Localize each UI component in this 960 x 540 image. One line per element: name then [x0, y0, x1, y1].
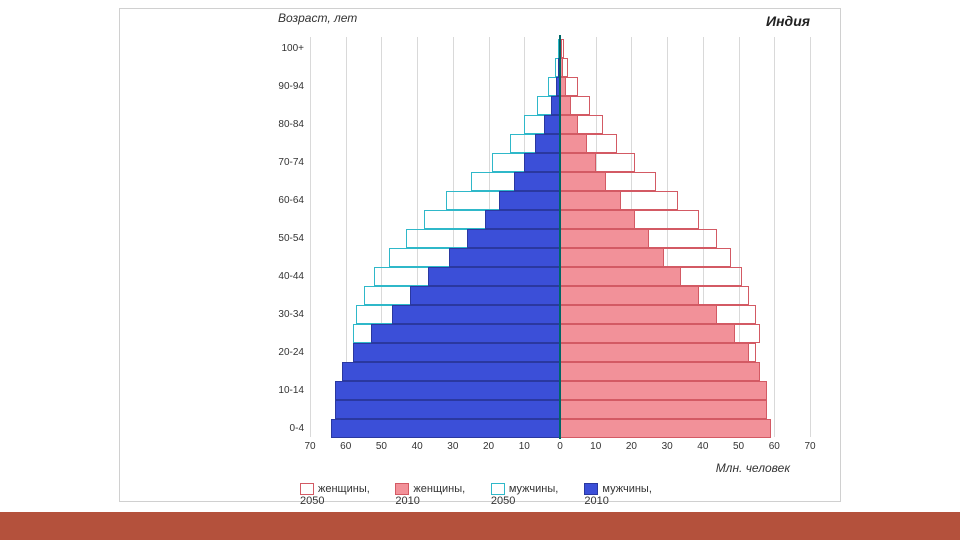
pyramid-bar [560, 400, 767, 419]
gridline [774, 37, 775, 437]
plot-area [310, 37, 810, 437]
y-tick-label: 40-44 [260, 271, 304, 282]
pyramid-bar [335, 381, 560, 400]
y-tick-label: 0-4 [260, 423, 304, 434]
chart-panel: Возраст, лет Индия Млн. человек женщины,… [119, 8, 841, 502]
pyramid-bar [560, 362, 760, 381]
x-tick-label: 0 [557, 441, 563, 452]
chart-country-label: Индия [766, 13, 810, 29]
x-tick-label: 40 [697, 441, 708, 452]
legend-swatch [395, 483, 409, 495]
pyramid-bar [560, 267, 681, 286]
pyramid-bar [560, 210, 635, 229]
y-axis-title: Возраст, лет [278, 11, 357, 25]
pyramid-bar [560, 248, 664, 267]
x-tick-label: 70 [804, 441, 815, 452]
x-tick-label: 20 [483, 441, 494, 452]
x-tick-label: 10 [590, 441, 601, 452]
pyramid-bar [560, 172, 606, 191]
pyramid-bar [410, 286, 560, 305]
pyramid-bar [353, 343, 560, 362]
y-tick-label: 50-54 [260, 233, 304, 244]
y-tick-label: 20-24 [260, 347, 304, 358]
legend-item: женщины, 2010 [395, 483, 472, 507]
y-tick-label: 70-74 [260, 157, 304, 168]
x-tick-label: 50 [733, 441, 744, 452]
pyramid-bar [560, 305, 717, 324]
pyramid-bar [560, 381, 767, 400]
pyramid-bar [560, 191, 621, 210]
pyramid-bar [560, 286, 699, 305]
legend: женщины, 2050 женщины, 2010 мужчины, 2050 м… [300, 483, 660, 507]
pyramid-bar [560, 96, 571, 115]
pyramid-bar [560, 229, 649, 248]
pyramid-bar [560, 419, 771, 438]
pyramid-bar [560, 115, 578, 134]
x-tick-label: 20 [626, 441, 637, 452]
pyramid-bar [524, 153, 560, 172]
pyramid-bar [428, 267, 560, 286]
legend-item: мужчины, 2050 [491, 483, 567, 507]
slide: { "chart": { "type": "population-pyramid… [0, 0, 960, 540]
x-tick-label: 70 [304, 441, 315, 452]
pyramid-bar [392, 305, 560, 324]
x-tick-label: 50 [376, 441, 387, 452]
pyramid-bar [335, 400, 560, 419]
pyramid-bar [485, 210, 560, 229]
pyramid-bar [342, 362, 560, 381]
y-tick-label: 100+ [260, 43, 304, 54]
legend-swatch [584, 483, 598, 495]
pyramid-bar [544, 115, 560, 134]
bottom-strip [0, 512, 960, 540]
y-tick-label: 90-94 [260, 81, 304, 92]
y-tick-label: 60-64 [260, 195, 304, 206]
x-tick-label: 40 [412, 441, 423, 452]
legend-item: мужчины, 2010 [584, 483, 660, 507]
x-tick-label: 30 [662, 441, 673, 452]
pyramid-bar [560, 343, 749, 362]
x-tick-label: 10 [519, 441, 530, 452]
pyramid-bar [560, 134, 587, 153]
legend-item: женщины, 2050 [300, 483, 377, 507]
gridline [810, 37, 811, 437]
pyramid-bar [560, 324, 735, 343]
x-tick-label: 60 [769, 441, 780, 452]
center-axis [559, 35, 561, 439]
x-tick-label: 60 [340, 441, 351, 452]
legend-swatch [300, 483, 314, 495]
pyramid-bar [467, 229, 560, 248]
pyramid-bar [514, 172, 560, 191]
pyramid-bar [560, 153, 596, 172]
legend-swatch [491, 483, 505, 495]
pyramid-bar [449, 248, 560, 267]
y-tick-label: 10-14 [260, 385, 304, 396]
x-axis-title: Млн. человек [716, 461, 790, 475]
y-tick-label: 30-34 [260, 309, 304, 320]
pyramid-bar [535, 134, 560, 153]
gridline [310, 37, 311, 437]
pyramid-bar [331, 419, 560, 438]
x-tick-label: 30 [447, 441, 458, 452]
pyramid-bar [499, 191, 560, 210]
y-tick-label: 80-84 [260, 119, 304, 130]
pyramid-bar [371, 324, 560, 343]
